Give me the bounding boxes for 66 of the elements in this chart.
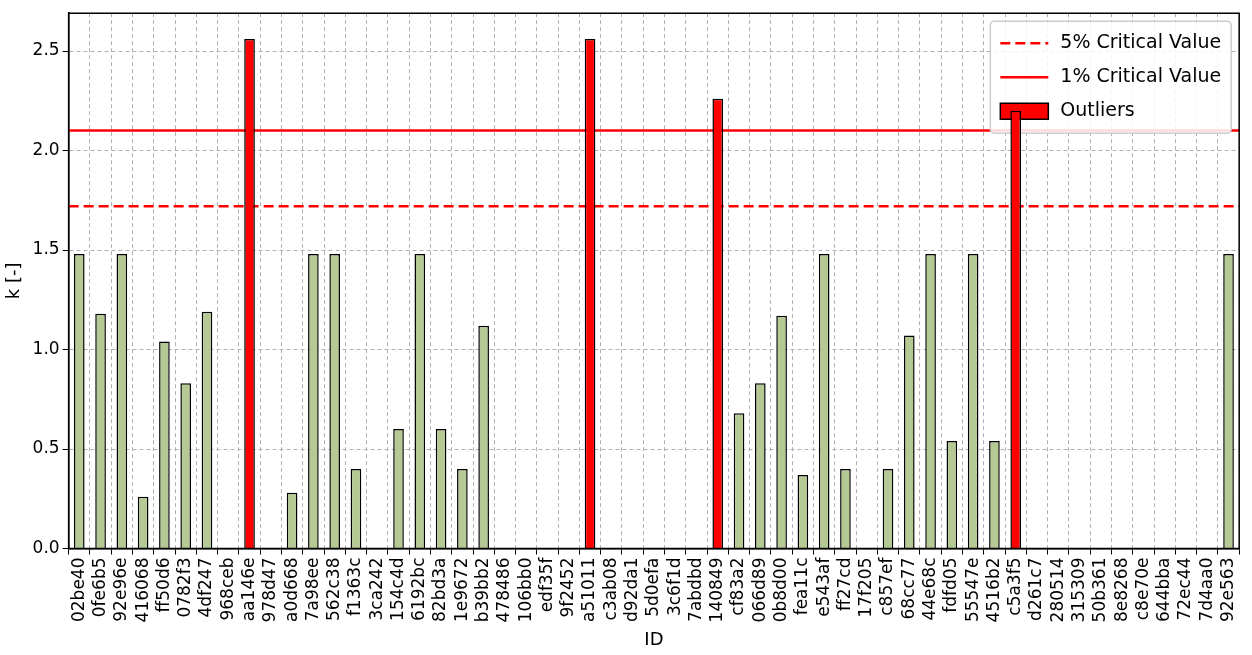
x-tick-label: cf83a2: [727, 557, 748, 616]
x-tick-label: f1363c: [344, 557, 365, 617]
x-tick-label: 0fe6b5: [88, 557, 109, 618]
x-tick-label: ff27cd: [833, 557, 854, 611]
y-tick-label: 0.5: [32, 437, 60, 458]
x-tick-label: 0782f3: [174, 557, 195, 618]
x-tick-label: 7a98ee: [301, 557, 322, 622]
x-tick-label: 066d89: [748, 557, 769, 623]
x-tick-label: 4df247: [195, 557, 216, 618]
y-tick-label: 0.0: [32, 536, 60, 557]
x-tick-label: a0d668: [280, 557, 301, 622]
x-tick-label: 280514: [1046, 557, 1067, 623]
x-tick-label: d261c7: [1025, 557, 1046, 621]
x-tick-label: fdfd05: [940, 557, 961, 613]
x-tick-label: fea11c: [791, 557, 812, 616]
x-tick-label: 978d47: [259, 557, 280, 623]
x-tick-label: 02be40: [67, 557, 88, 623]
x-tick-label: 82bd3a: [429, 557, 450, 622]
x-tick-label: 3ca242: [365, 557, 386, 621]
x-tick-label: 106bb0: [514, 557, 535, 623]
y-tick-label: 2.0: [32, 138, 60, 159]
x-tick-label: 55547e: [961, 557, 982, 623]
x-tick-label: 8e8268: [1110, 557, 1131, 623]
x-tick-label: 968ceb: [216, 557, 237, 621]
x-tick-label: 5d0efa: [642, 557, 663, 617]
x-tick-label: c857ef: [876, 556, 897, 616]
x-tick-label: aa146e: [237, 557, 258, 622]
x-tick-label: ff50d6: [152, 557, 173, 613]
x-tick-label: c8e70e: [1131, 557, 1152, 621]
x-tick-label: b39bb2: [472, 557, 493, 623]
x-tick-label: 92e563: [1216, 557, 1237, 623]
y-tick-label: 1.0: [32, 337, 60, 358]
x-tick-label: edf35f: [535, 556, 556, 613]
x-tick-label: 9f2452: [557, 557, 578, 618]
y-tick-label: 2.5: [32, 39, 60, 60]
x-tick-label: 315309: [1067, 557, 1088, 623]
legend-label: Outliers: [1060, 98, 1135, 121]
x-tick-label: 416068: [131, 557, 152, 623]
y-tick-label: 1.5: [32, 238, 60, 259]
x-tick-label: 140849: [706, 557, 727, 623]
x-tick-label: 478486: [493, 557, 514, 623]
legend-label: 1% Critical Value: [1060, 64, 1222, 87]
x-tick-label: 17f205: [855, 557, 876, 618]
x-tick-label: 4516b2: [982, 557, 1003, 623]
x-tick-label: 7d4aa0: [1195, 557, 1216, 622]
x-tick-label: 562c38: [323, 557, 344, 621]
x-tick-label: a51011: [578, 557, 599, 622]
x-tick-label: 7abdbd: [684, 557, 705, 622]
x-tick-label: c5a3f5: [1004, 557, 1025, 616]
x-tick-label: 44e68c: [919, 557, 939, 621]
x-axis-title: ID: [644, 627, 664, 649]
x-tick-label: d92da1: [621, 557, 642, 622]
x-tick-label: 154c4d: [386, 557, 407, 621]
y-axis-title: k [-]: [2, 262, 24, 300]
x-tick-label: 68cc77: [897, 557, 918, 620]
x-tick-label: 6192bc: [408, 557, 429, 621]
x-tick-label: 1e9672: [450, 557, 471, 623]
x-tick-label: 644bba: [1153, 557, 1174, 622]
legend-label: 5% Critical Value: [1060, 30, 1222, 53]
x-tick-label: 92e96e: [110, 557, 131, 622]
x-tick-label: 0b8d00: [770, 557, 791, 623]
x-tick-label: 50b361: [1089, 557, 1110, 623]
x-tick-label: c3ab08: [599, 557, 620, 621]
x-tick-label: 3c6f1d: [663, 557, 684, 617]
x-tick-label: e543af: [812, 556, 833, 617]
x-tick-label: 72ec44: [1174, 557, 1195, 621]
